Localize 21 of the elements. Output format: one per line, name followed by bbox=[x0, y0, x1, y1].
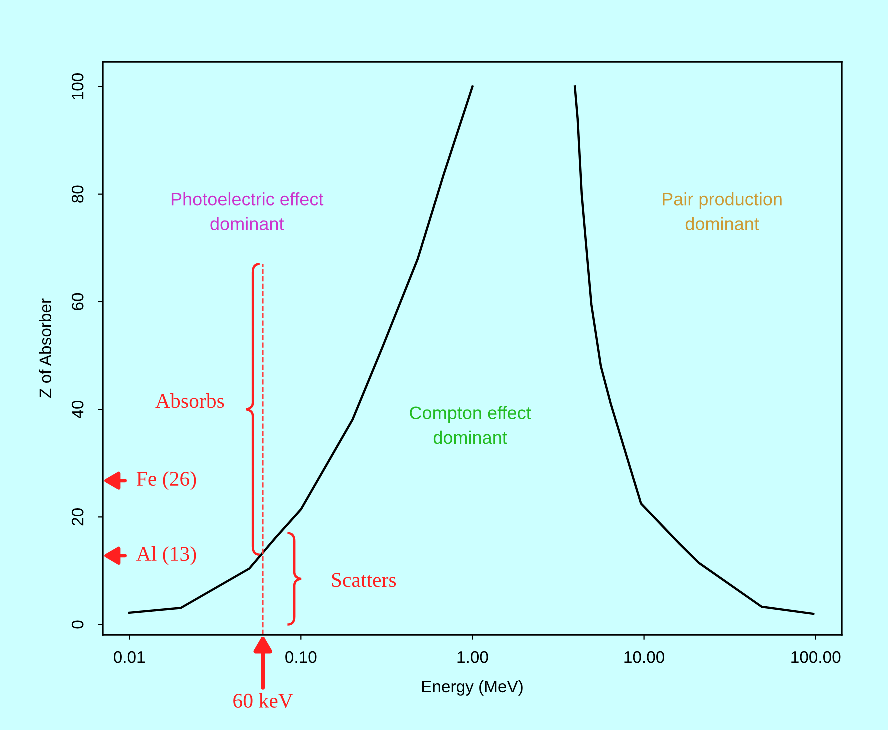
annotation: 60 keV bbox=[234, 693, 294, 708]
x-axis-title: Energy (MeV) bbox=[422, 680, 523, 696]
annotation: Fe (26) bbox=[136, 471, 196, 490]
annotation: Al (13) bbox=[136, 546, 196, 566]
y-tick-label: 80 bbox=[72, 186, 84, 203]
annotation: Scatters bbox=[332, 573, 396, 588]
y-tick-label: 40 bbox=[72, 400, 84, 418]
x-tick-label: 1.00 bbox=[458, 651, 488, 664]
annotation: Absorbs bbox=[156, 393, 224, 408]
y-tick-label: 20 bbox=[72, 508, 84, 526]
x-tick-label: 100.00 bbox=[792, 651, 841, 664]
y-tick-label: 100 bbox=[72, 73, 84, 100]
annotation: Pair production dominant bbox=[663, 192, 782, 230]
x-tick-label: 0.01 bbox=[114, 651, 145, 664]
x-tick-label: 0.10 bbox=[286, 651, 317, 664]
y-tick-label: 0 bbox=[72, 620, 84, 629]
y-tick-label: 60 bbox=[72, 293, 84, 310]
y-axis-title: Z of Absorber bbox=[39, 298, 52, 398]
x-tick-label: 10.00 bbox=[624, 651, 664, 664]
annotation: Compton effect dominant bbox=[410, 406, 532, 444]
annotation: Photoelectric effect dominant bbox=[172, 192, 324, 230]
